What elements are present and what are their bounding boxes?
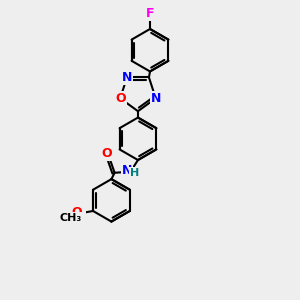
Text: N: N [122, 164, 132, 177]
Text: N: N [122, 71, 132, 84]
Text: F: F [146, 7, 154, 20]
Text: N: N [151, 92, 161, 105]
Text: H: H [130, 168, 139, 178]
Text: O: O [101, 147, 112, 160]
Text: O: O [71, 206, 82, 219]
Text: O: O [115, 92, 125, 105]
Text: CH₃: CH₃ [59, 213, 81, 223]
